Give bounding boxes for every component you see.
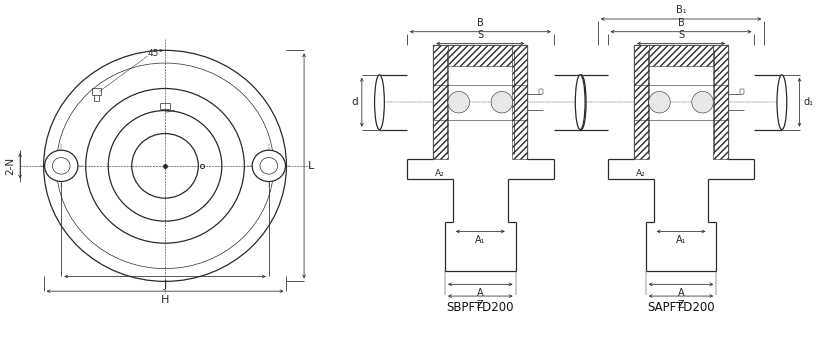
Text: A₁: A₁ (676, 235, 686, 245)
Ellipse shape (575, 75, 585, 130)
Ellipse shape (491, 92, 512, 113)
Bar (433, 45, 448, 159)
Text: 2-N: 2-N (5, 157, 16, 175)
Bar (448, 45, 512, 66)
Ellipse shape (649, 92, 670, 113)
Text: Z: Z (477, 300, 484, 310)
Text: 45°: 45° (148, 49, 163, 58)
Ellipse shape (252, 150, 286, 182)
Text: A: A (678, 288, 685, 298)
Text: A₂: A₂ (636, 169, 645, 178)
Text: SBPFTD200: SBPFTD200 (446, 301, 514, 314)
Bar (512, 45, 527, 159)
Text: A₁: A₁ (475, 235, 486, 245)
Text: d₁: d₁ (804, 97, 814, 107)
Text: Z: Z (678, 300, 685, 310)
Bar (713, 45, 728, 159)
Text: A: A (477, 288, 484, 298)
Text: SAPFTD200: SAPFTD200 (647, 301, 715, 314)
Text: A₂: A₂ (435, 169, 445, 178)
Text: B: B (477, 18, 484, 28)
Ellipse shape (692, 92, 713, 113)
Text: B: B (677, 18, 685, 28)
Ellipse shape (448, 92, 469, 113)
Text: d: d (352, 97, 358, 107)
Bar (634, 45, 649, 159)
Text: H: H (161, 295, 169, 305)
Ellipse shape (375, 75, 384, 130)
Text: S: S (477, 29, 483, 40)
Text: L: L (308, 161, 314, 171)
Ellipse shape (777, 75, 787, 130)
Text: S: S (678, 29, 684, 40)
Ellipse shape (576, 75, 586, 130)
Ellipse shape (45, 150, 78, 182)
Text: B₁: B₁ (676, 5, 686, 15)
Bar (649, 45, 713, 66)
Text: J: J (163, 281, 166, 290)
